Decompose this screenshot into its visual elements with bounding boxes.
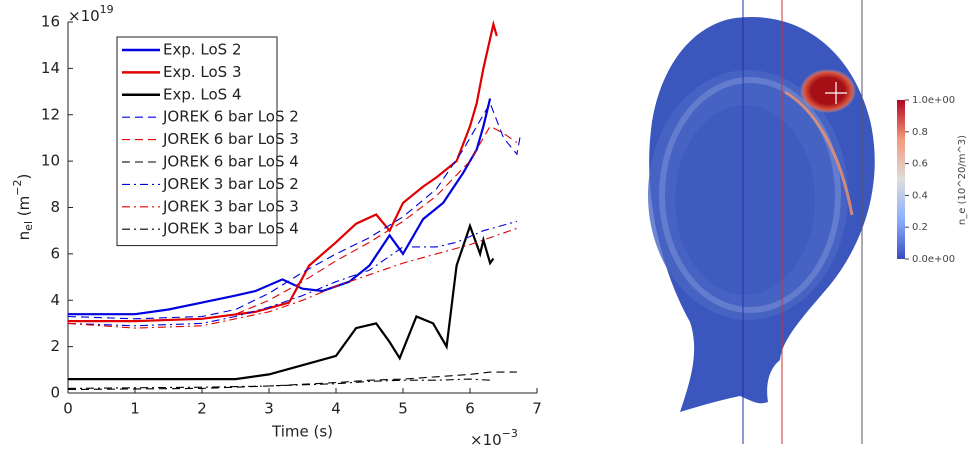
y-tick-label: 8 (50, 198, 60, 216)
colorbar-tick-label: 0.2 (912, 222, 928, 233)
multiplier-base: ×10 (470, 431, 502, 449)
plasma-ring (659, 77, 841, 313)
marker-cross (825, 82, 847, 104)
x-tick-label: 7 (532, 400, 542, 418)
colorbar-tick-label: 0.0e+00 (912, 254, 955, 265)
x-axis-label: Time (s) (271, 423, 333, 441)
axis-multiplier: ×1019 (68, 3, 114, 25)
x-tick-label: 6 (465, 400, 475, 418)
label-sub: el (22, 221, 35, 231)
label-part: (m (15, 196, 33, 221)
x-tick-label: 2 (197, 400, 207, 418)
axis-multiplier: ×10−3 (470, 427, 518, 449)
y-tick-label: 6 (50, 244, 60, 262)
hot-arc (784, 90, 854, 216)
series-line (67, 371, 517, 391)
multiplier-exp: 19 (100, 3, 114, 16)
y-tick-label: 16 (41, 13, 60, 31)
legend-label: Exp. LoS 2 (163, 41, 242, 59)
plasma-inner (675, 105, 815, 295)
series-line (67, 220, 518, 327)
series-line (67, 227, 518, 329)
legend-label: Exp. LoS 3 (163, 63, 242, 81)
x-tick-label: 3 (264, 400, 274, 418)
x-tick-label: 1 (130, 400, 140, 418)
legend-label: Exp. LoS 4 (163, 85, 242, 103)
colorbar-tick-label: 1.0e+00 (912, 95, 955, 106)
y-tick-label: 4 (50, 291, 60, 309)
legend-label: JOREK 3 bar LoS 4 (162, 220, 299, 238)
series-line (68, 19, 498, 323)
label-part: ) (15, 174, 33, 180)
series-line (67, 101, 521, 320)
colorbar-tick-label: 0.4 (912, 190, 928, 201)
y-tick-label: 10 (41, 152, 60, 170)
colorbar-tick-label: 0.8 (912, 127, 928, 138)
label-sup: −2 (11, 180, 24, 196)
legend-label: JOREK 6 bar LoS 2 (162, 108, 299, 126)
legend-label: JOREK 6 bar LoS 3 (162, 130, 299, 148)
multiplier-base: ×10 (68, 7, 100, 25)
y-tick-label: 12 (41, 105, 60, 123)
colorbar-label: n_e (10^20/m^3) (957, 135, 968, 225)
series-line (68, 222, 495, 381)
x-tick-label: 0 (63, 400, 73, 418)
label-part: n (15, 231, 33, 241)
plasma-image (648, 0, 875, 444)
series-line (67, 378, 491, 389)
colorbar (897, 100, 905, 259)
hot-spot (800, 69, 856, 113)
legend-label: JOREK 6 bar LoS 4 (162, 153, 299, 171)
series-line (68, 125, 518, 322)
y-axis-label: nel (m−2) (11, 174, 35, 241)
x-tick-label: 4 (331, 400, 341, 418)
y-tick-label: 2 (50, 337, 60, 355)
multiplier-exp: −3 (502, 427, 518, 440)
y-tick-label: 14 (41, 59, 60, 77)
y-tick-label: 0 (50, 384, 60, 402)
legend-label: JOREK 3 bar LoS 2 (162, 175, 299, 193)
legend-label: JOREK 3 bar LoS 3 (162, 197, 299, 215)
colorbar-tick-label: 0.6 (912, 159, 928, 170)
x-tick-label: 5 (398, 400, 408, 418)
